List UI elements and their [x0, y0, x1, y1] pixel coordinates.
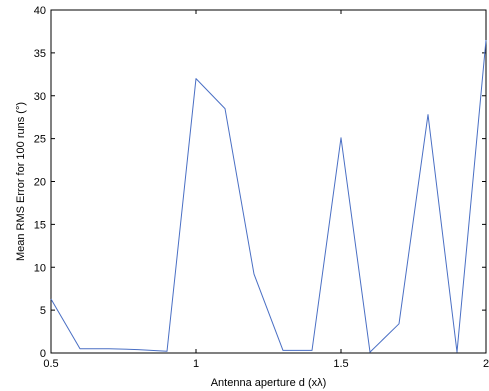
y-tick-label: 40	[34, 5, 46, 17]
y-tick-label: 30	[34, 91, 46, 103]
series-layer	[50, 39, 487, 353]
x-tick-label: 1	[193, 358, 199, 370]
series-line	[50, 39, 487, 353]
x-axis-label: Antenna aperture d (xλ)	[211, 377, 327, 389]
y-tick-label: 0	[40, 348, 46, 360]
y-axis-label: Mean RMS Error for 100 runs (°)	[15, 102, 27, 261]
x-tick-label: 0.5	[43, 358, 58, 370]
x-tick-label: 2	[483, 358, 489, 370]
y-tick-label: 15	[34, 219, 46, 231]
y-tick-label: 5	[40, 305, 46, 317]
plot-area	[50, 9, 487, 354]
y-tick-label: 10	[34, 262, 46, 274]
y-tick-label: 35	[34, 48, 46, 60]
y-tick-label: 20	[34, 177, 46, 189]
y-tick-label: 25	[34, 134, 46, 146]
x-tick-label: 1.5	[333, 358, 348, 370]
